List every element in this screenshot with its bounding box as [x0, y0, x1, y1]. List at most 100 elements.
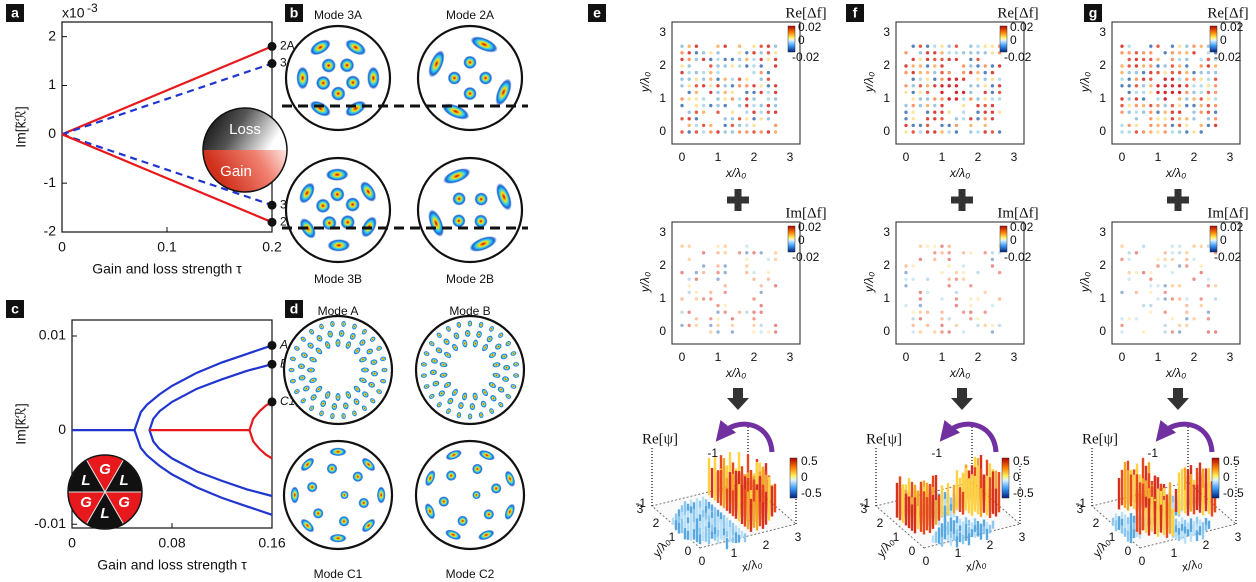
- pattern-dot: [969, 303, 973, 308]
- pattern-dot: [1177, 123, 1182, 128]
- pattern-dot: [1170, 297, 1175, 301]
- pattern-dot: [911, 84, 915, 88]
- pattern-dot: [997, 97, 1002, 101]
- down-arrow: [1167, 388, 1189, 410]
- colorbar: [999, 225, 1008, 253]
- pattern-dot: [1120, 244, 1124, 248]
- pattern-dot: [933, 251, 937, 255]
- data-line: [61, 62, 273, 136]
- colorbar: [1209, 225, 1218, 253]
- pattern-dot: [709, 317, 713, 321]
- pattern-dot: [687, 51, 691, 55]
- pattern-dot: [752, 70, 756, 75]
- inset-sector-label: L: [119, 472, 128, 489]
- pattern-dot: [933, 117, 937, 121]
- pattern-dot: [997, 110, 1002, 114]
- pattern-dot: [983, 310, 987, 314]
- pattern-dot: [918, 103, 923, 108]
- pattern-dot: [1199, 303, 1203, 308]
- pattern-dot: [709, 297, 713, 301]
- pattern-dot: [745, 310, 749, 314]
- pattern-dot: [1156, 90, 1160, 95]
- mode-lobe: [443, 351, 452, 359]
- mode-lobe: [324, 390, 331, 400]
- y-tick-label: 0: [909, 544, 916, 558]
- mode-label: Mode 3B: [314, 272, 362, 286]
- pattern-dot: [716, 103, 720, 108]
- pattern-dot: [904, 110, 908, 114]
- pattern-dot: [1177, 64, 1182, 68]
- mode-lobe: [502, 364, 511, 371]
- pattern-dot: [745, 123, 749, 128]
- pattern-dot: [694, 110, 699, 114]
- pattern-dot: [961, 103, 966, 108]
- pattern-dot: [745, 103, 749, 108]
- pattern-dot: [759, 64, 763, 68]
- pattern-dot: [918, 84, 923, 88]
- map-title: Re[Δf]: [785, 5, 826, 21]
- pattern-dot: [925, 84, 930, 88]
- y-tick-label: 1: [883, 91, 890, 105]
- pattern-dot: [918, 90, 923, 95]
- pattern-dot: [716, 70, 720, 75]
- pattern-dot: [1170, 77, 1175, 81]
- pattern-dot: [1213, 84, 1218, 88]
- pattern-dot: [1199, 130, 1203, 134]
- mode-lobe: [361, 457, 376, 472]
- mode-label: Mode 2A: [446, 8, 494, 22]
- z-tick-label: -1: [859, 496, 870, 510]
- mode-lobe: [500, 353, 508, 360]
- z-tick-label: -1: [1147, 446, 1158, 460]
- pattern-dot: [1177, 323, 1182, 328]
- pattern-dot: [773, 64, 778, 68]
- pattern-dot: [925, 110, 930, 114]
- pattern-dot: [918, 57, 923, 62]
- mode-border: [414, 439, 526, 551]
- pattern-dot: [680, 57, 684, 62]
- mode-lobe: [370, 359, 378, 366]
- pattern-dot: [925, 97, 930, 101]
- pattern-dot: [1192, 84, 1196, 88]
- z-tick-label: -1: [931, 446, 942, 460]
- mode-lobe: [461, 392, 468, 401]
- pattern-dot: [983, 44, 987, 48]
- pattern-dot: [918, 77, 923, 81]
- y-tick-label: 3: [659, 25, 666, 39]
- pattern-dot: [1206, 310, 1211, 314]
- x-tick-label: 2: [1203, 538, 1210, 552]
- pattern-dot: [1120, 51, 1124, 55]
- pattern-dot: [940, 70, 944, 75]
- pattern-dot: [933, 330, 937, 334]
- pattern-dot: [1120, 110, 1124, 114]
- pattern-dot: [925, 323, 930, 328]
- pattern-dot: [1149, 44, 1153, 48]
- pattern-dot: [1199, 57, 1203, 62]
- mode-label: Mode 3A: [314, 8, 362, 22]
- pattern-dot: [723, 84, 727, 88]
- pattern-dot: [766, 110, 771, 114]
- pattern-dot: [918, 257, 923, 262]
- pattern-dot: [947, 70, 951, 75]
- pattern-dot: [701, 110, 706, 114]
- pattern-dot: [918, 297, 923, 301]
- rotation-arrow: [715, 419, 775, 453]
- pattern-dot: [983, 323, 987, 328]
- mode-lobe: [504, 503, 516, 520]
- mode-lobe: [289, 356, 297, 362]
- pattern-dot: [1134, 97, 1139, 101]
- pattern-dot: [752, 51, 756, 55]
- pattern-dot: [773, 284, 778, 288]
- pattern-dot: [1199, 64, 1203, 68]
- pattern-dot: [997, 130, 1002, 134]
- pattern-dot: [709, 51, 713, 55]
- pattern-dot: [773, 51, 778, 55]
- pattern-dot: [911, 123, 915, 128]
- colorbar: [787, 25, 796, 53]
- mode-lobe: [316, 334, 323, 342]
- y-tick-label: 1: [883, 291, 890, 305]
- y-tick-label: 1: [1099, 91, 1106, 105]
- pattern-dot: [1149, 277, 1153, 281]
- pattern-dot: [1163, 297, 1167, 301]
- pattern-dot: [954, 130, 959, 134]
- pattern-dot: [1199, 244, 1203, 248]
